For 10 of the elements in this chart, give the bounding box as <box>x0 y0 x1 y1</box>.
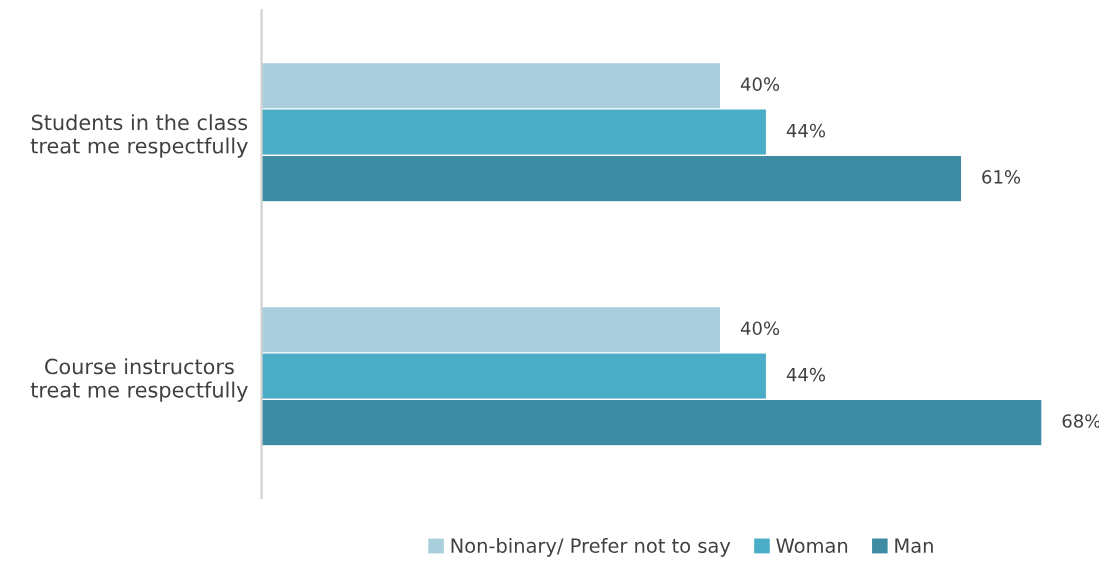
data-label: 61% <box>982 170 1021 184</box>
legend-label: Man <box>895 538 933 553</box>
data-label: 40% <box>740 77 780 92</box>
y-tick-label: Students in the class treat me respectfully <box>30 114 248 158</box>
y-tick-label: Course instructors treat me respectfully <box>30 358 248 402</box>
data-label: 44% <box>786 367 826 382</box>
legend-label: Woman <box>776 538 848 553</box>
legend-label: Non-binary/ Prefer not to say <box>451 537 731 557</box>
data-label: 44% <box>786 123 826 138</box>
data-label: 40% <box>740 321 780 336</box>
